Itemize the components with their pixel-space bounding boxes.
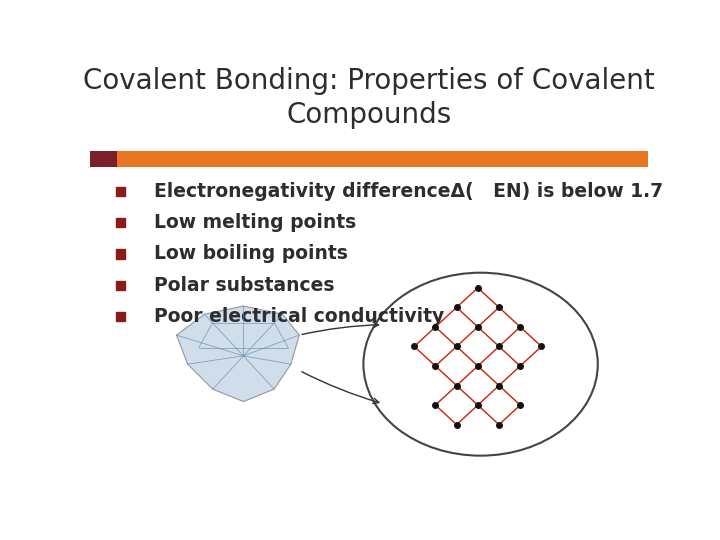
Text: Electronegativity differenceΔ(   EN) is below 1.7: Electronegativity differenceΔ( EN) is be… (154, 182, 663, 201)
Text: Low boiling points: Low boiling points (154, 245, 348, 264)
Text: Low melting points: Low melting points (154, 213, 356, 232)
Bar (116, 218, 125, 227)
Text: Poor electrical conductivity: Poor electrical conductivity (154, 307, 444, 326)
Ellipse shape (364, 273, 598, 456)
Bar (117, 151, 648, 167)
Bar (116, 281, 125, 290)
Text: Polar substances: Polar substances (154, 276, 335, 295)
Polygon shape (176, 306, 300, 402)
Bar (116, 312, 125, 321)
Bar (116, 249, 125, 259)
Bar (90, 151, 117, 167)
Bar (116, 187, 125, 196)
Text: Covalent Bonding: Properties of Covalent
Compounds: Covalent Bonding: Properties of Covalent… (83, 67, 655, 130)
